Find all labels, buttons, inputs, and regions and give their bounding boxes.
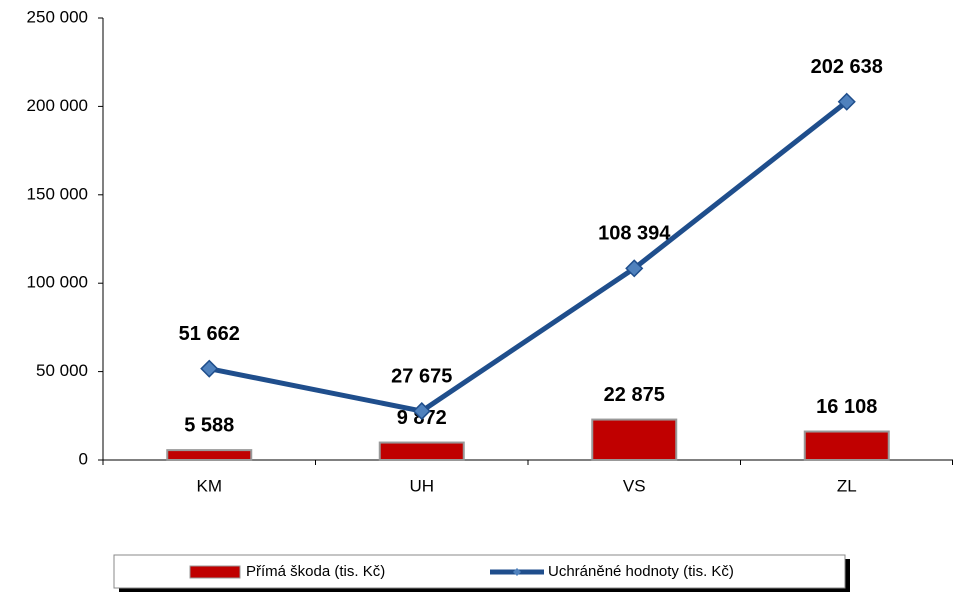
y-tick-label: 100 000 bbox=[27, 273, 88, 292]
legend-label: Přímá škoda (tis. Kč) bbox=[246, 563, 385, 580]
marker bbox=[200, 359, 219, 378]
y-tick-label: 50 000 bbox=[36, 361, 88, 380]
data-label: 27 675 bbox=[391, 365, 452, 387]
marker bbox=[837, 92, 856, 111]
x-tick-label: KM bbox=[197, 476, 223, 495]
line bbox=[208, 99, 849, 414]
data-label: 51 662 bbox=[179, 323, 240, 345]
bar bbox=[378, 441, 465, 461]
legend-swatch bbox=[189, 565, 241, 579]
x-tick-label: ZL bbox=[837, 476, 857, 495]
marker bbox=[625, 259, 644, 278]
legend-marker bbox=[513, 568, 521, 576]
data-label: 202 638 bbox=[811, 56, 883, 78]
data-label: 108 394 bbox=[598, 223, 671, 245]
data-label: 22 875 bbox=[604, 384, 665, 406]
y-tick-label: 150 000 bbox=[27, 184, 88, 203]
bar bbox=[166, 449, 253, 462]
y-tick-label: 0 bbox=[79, 449, 88, 468]
data-label: 16 108 bbox=[816, 396, 877, 418]
x-tick-label: UH bbox=[409, 476, 434, 495]
y-tick-label: 200 000 bbox=[27, 96, 88, 115]
legend-label: Uchráněné hodnoty (tis. Kč) bbox=[548, 563, 734, 580]
bar bbox=[803, 430, 890, 462]
data-label: 5 588 bbox=[184, 414, 234, 436]
y-tick-label: 250 000 bbox=[27, 7, 88, 26]
marker bbox=[412, 402, 431, 421]
bar bbox=[591, 418, 678, 462]
x-tick-label: VS bbox=[623, 476, 646, 495]
